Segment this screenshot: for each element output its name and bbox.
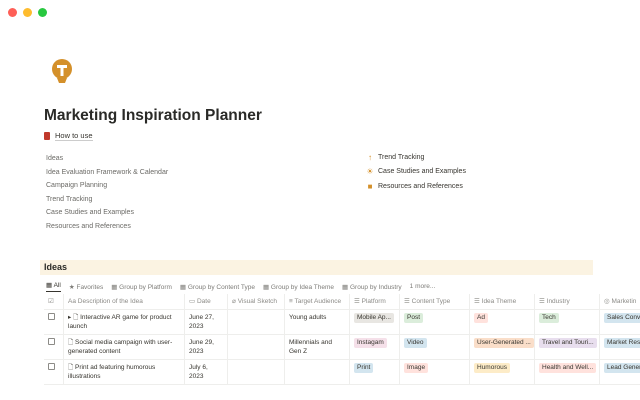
idea-theme-tag[interactable]: Humorous xyxy=(474,363,510,373)
link-idea-evaluation[interactable]: Idea Evaluation Framework & Calendar xyxy=(46,168,169,176)
row-checkbox[interactable] xyxy=(48,313,55,320)
expand-toggle-icon[interactable]: ▸ xyxy=(68,314,72,321)
col-target-audience[interactable]: ≡ Target Audience xyxy=(285,294,350,309)
link-case-studies[interactable]: Case Studies and Examples xyxy=(46,209,134,216)
view-tabs: ▦ All ★ Favorites ▦ Group by Platform ▦ … xyxy=(46,280,435,293)
platform-tag[interactable]: Instagam xyxy=(354,338,387,348)
content-type-tag[interactable]: Image xyxy=(404,363,429,373)
marketing-tag[interactable]: Market Res xyxy=(604,338,640,348)
book-icon xyxy=(44,132,50,140)
tab-label: Group by Platform xyxy=(119,283,172,291)
tab-label: Favorites xyxy=(76,283,104,291)
link-resources[interactable]: Resources and References xyxy=(46,222,131,230)
table-row[interactable]: 🗋 Print ad featuring humorous illustrati… xyxy=(44,360,640,385)
link-campaign-planning[interactable]: Campaign Planning xyxy=(46,182,108,189)
tab-group-industry[interactable]: ▦ Group by Industry xyxy=(342,283,402,291)
col-label: Platform xyxy=(361,298,386,305)
content-type-tag[interactable]: Video xyxy=(404,338,427,348)
how-to-use-link[interactable]: How to use xyxy=(44,131,93,141)
right-links: ↑ Trend Tracking ☀ Case Studies and Exampl… xyxy=(366,151,466,194)
page-link-trend-tracking[interactable]: ↑ Trend Tracking xyxy=(366,151,466,165)
audience-cell[interactable]: Young adults xyxy=(285,310,350,334)
col-label: Target Audience xyxy=(294,298,342,305)
minimize-button[interactable] xyxy=(23,8,32,17)
col-content-type[interactable]: ☰ Content Type xyxy=(400,294,470,309)
database-title: Ideas xyxy=(40,260,593,275)
marketing-tag[interactable]: Lead Gener xyxy=(604,363,640,373)
table-row[interactable]: ▸ 🗋 Interactive AR game for product laun… xyxy=(44,310,640,335)
tab-label: Group by Content Type xyxy=(187,283,255,291)
ideas-table: ☑ Aa Description of the Idea ▭ Date ⌀ Vi… xyxy=(44,294,640,385)
col-label: Idea Theme xyxy=(481,298,517,305)
platform-tag[interactable]: Print xyxy=(354,363,374,373)
col-label: Marketin xyxy=(611,298,637,305)
tab-group-content-type[interactable]: ▦ Group by Content Type xyxy=(179,283,255,291)
link-trend-tracking[interactable]: Trend Tracking xyxy=(46,195,93,203)
window-controls xyxy=(8,8,47,17)
row-title[interactable]: Interactive AR game for product launch xyxy=(68,314,172,330)
idea-theme-tag[interactable]: Ad xyxy=(474,313,488,323)
col-date[interactable]: ▭ Date xyxy=(185,294,228,309)
page-link-case-studies[interactable]: ☀ Case Studies and Examples xyxy=(366,165,466,179)
col-marketing[interactable]: ◎ Marketin xyxy=(604,298,637,305)
row-title[interactable]: Social media campaign with user-generate… xyxy=(68,339,173,355)
industry-tag[interactable]: Tech xyxy=(539,313,559,323)
col-idea-theme[interactable]: ☰ Idea Theme xyxy=(470,294,535,309)
tab-favorites[interactable]: ★ Favorites xyxy=(68,283,104,291)
page-icon: 🗋 xyxy=(68,339,74,346)
page-link-label: Trend Tracking xyxy=(378,154,425,161)
row-checkbox[interactable] xyxy=(48,338,55,345)
platform-tag[interactable]: Mobile Ap... xyxy=(354,313,394,323)
page-icon: 🗋 xyxy=(68,364,74,371)
maximize-button[interactable] xyxy=(38,8,47,17)
col-label: Industry xyxy=(546,298,570,305)
col-visual-sketch[interactable]: ⌀ Visual Sketch xyxy=(228,294,285,309)
content-type-tag[interactable]: Post xyxy=(404,313,424,323)
row-checkbox[interactable] xyxy=(48,363,55,370)
sun-icon: ☀ xyxy=(366,167,374,177)
tab-label: Group by Idea Theme xyxy=(270,283,335,291)
col-platform[interactable]: ☰ Platform xyxy=(350,294,400,309)
table-header: ☑ Aa Description of the Idea ▭ Date ⌀ Vi… xyxy=(44,294,640,310)
date-cell[interactable]: July 6, 2023 xyxy=(185,360,228,384)
tab-label: Group by Industry xyxy=(349,283,402,291)
tab-all[interactable]: ▦ All xyxy=(46,281,61,292)
left-links: Ideas Idea Evaluation Framework & Calend… xyxy=(46,152,168,233)
page-icon: 🗋 xyxy=(73,314,79,321)
col-label: Description of the Idea xyxy=(77,298,143,305)
select-all-checkbox[interactable]: ☑ xyxy=(44,294,64,309)
col-description[interactable]: Aa Description of the Idea xyxy=(64,294,185,309)
audience-cell[interactable]: Millennials and Gen Z xyxy=(285,335,350,359)
visual-sketch-cell[interactable] xyxy=(228,360,285,384)
col-industry[interactable]: ☰ Industry xyxy=(535,294,600,309)
date-cell[interactable]: June 29, 2023 xyxy=(185,335,228,359)
arrow-up-icon: ↑ xyxy=(368,153,372,162)
tab-group-platform[interactable]: ▦ Group by Platform xyxy=(111,283,172,291)
page-link-label: Resources and References xyxy=(378,182,463,190)
audience-cell[interactable] xyxy=(285,360,350,384)
marketing-tag[interactable]: Sales Conv xyxy=(604,313,640,323)
tab-label: All xyxy=(53,282,61,289)
date-cell[interactable]: June 27, 2023 xyxy=(185,310,228,334)
lightbulb-icon xyxy=(52,59,72,83)
industry-tag[interactable]: Travel and Touri... xyxy=(539,338,597,348)
visual-sketch-cell[interactable] xyxy=(228,310,285,334)
visual-sketch-cell[interactable] xyxy=(228,335,285,359)
page-link-label: Case Studies and Examples xyxy=(378,168,466,176)
col-label: Content Type xyxy=(411,298,451,305)
row-title[interactable]: Print ad featuring humorous illustration… xyxy=(68,364,156,380)
col-label: Date xyxy=(196,298,211,305)
page-link-resources[interactable]: ■ Resources and References xyxy=(366,180,466,194)
close-button[interactable] xyxy=(8,8,17,17)
col-label: Visual Sketch xyxy=(237,298,277,305)
how-to-use-label: How to use xyxy=(55,131,93,141)
industry-tag[interactable]: Health and Well... xyxy=(539,363,597,373)
table-row[interactable]: 🗋 Social media campaign with user-genera… xyxy=(44,335,640,360)
tab-more[interactable]: 1 more... xyxy=(409,283,436,290)
note-icon: ■ xyxy=(367,181,373,191)
link-ideas[interactable]: Ideas xyxy=(46,155,64,162)
idea-theme-tag[interactable]: User-Generated ... xyxy=(474,338,534,348)
tab-group-idea-theme[interactable]: ▦ Group by Idea Theme xyxy=(262,283,335,291)
page-title: Marketing Inspiration Planner xyxy=(44,107,262,124)
